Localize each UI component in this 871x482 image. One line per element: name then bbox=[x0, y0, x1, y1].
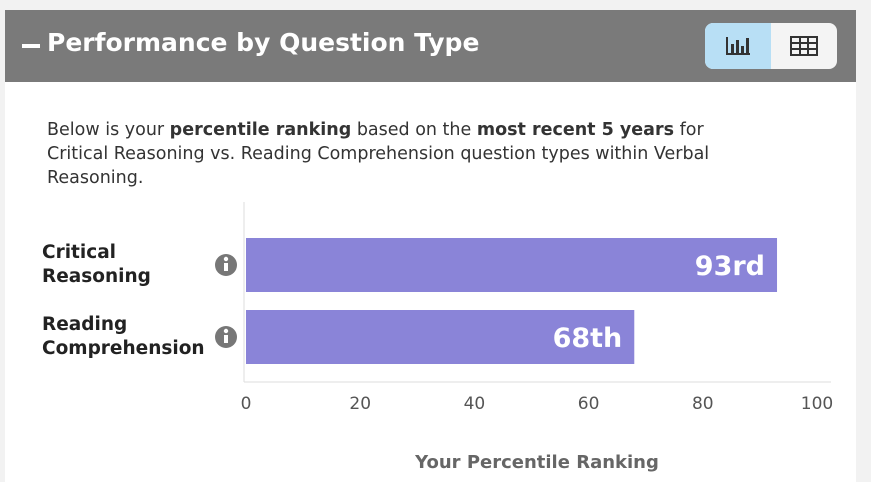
x-tick-label: 100 bbox=[801, 394, 833, 414]
collapse-icon[interactable] bbox=[22, 44, 40, 48]
description: Below is your percentile ranking based o… bbox=[47, 118, 767, 190]
category-label: Reading Comprehension bbox=[42, 314, 205, 359]
value-label: 68th bbox=[553, 323, 623, 354]
info-icon[interactable] bbox=[215, 254, 237, 276]
panel-title: Performance by Question Type bbox=[47, 28, 480, 57]
chart-view-button[interactable] bbox=[705, 23, 771, 69]
header: Performance by Question Type bbox=[5, 10, 856, 82]
x-tick-label: 20 bbox=[349, 394, 371, 414]
x-tick-label: 60 bbox=[578, 394, 600, 414]
x-tick-label: 40 bbox=[464, 394, 486, 414]
bar bbox=[246, 310, 635, 364]
chart-icon bbox=[726, 37, 750, 55]
description-emphasis: most recent 5 years bbox=[476, 120, 675, 140]
description-emphasis: percentile ranking bbox=[169, 120, 352, 140]
description-text: for Critical Reasoning vs. Reading Compr… bbox=[47, 120, 710, 188]
table-view-button[interactable] bbox=[771, 23, 837, 69]
x-axis-title: Your Percentile Ranking bbox=[414, 452, 659, 473]
description-text: based on the bbox=[351, 120, 477, 140]
info-icon[interactable] bbox=[215, 326, 237, 348]
description-text: Below is your bbox=[47, 120, 170, 140]
value-label: 93rd bbox=[695, 251, 765, 282]
category-label: Critical Reasoning bbox=[42, 242, 151, 287]
x-tick-label: 0 bbox=[241, 394, 252, 414]
bar bbox=[246, 238, 778, 292]
view-toggle bbox=[705, 23, 837, 69]
x-tick-label: 80 bbox=[692, 394, 714, 414]
